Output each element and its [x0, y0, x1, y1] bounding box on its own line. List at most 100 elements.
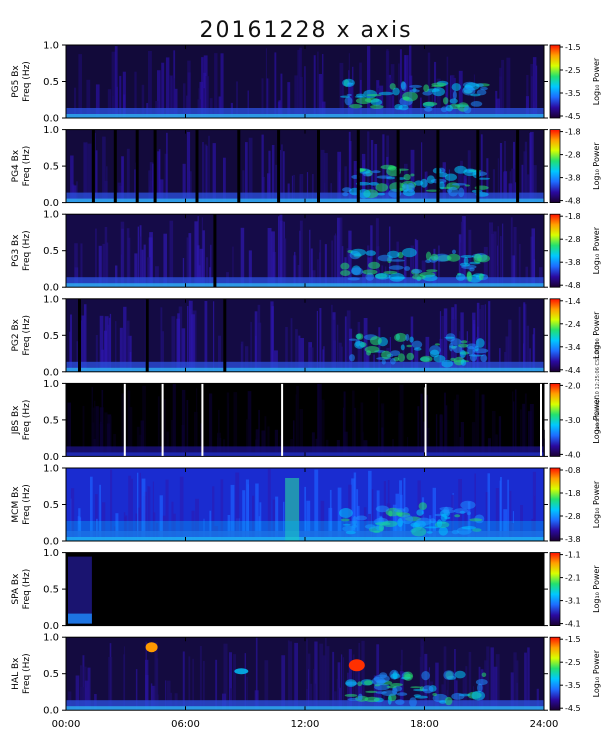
colorbar-tick-label: -1.1	[565, 551, 581, 560]
x-tick-label: 00:00	[52, 719, 81, 730]
marker-line	[123, 383, 126, 457]
colorbar-label: Log₁₀ Power	[592, 480, 601, 528]
y-tick-label: 0.0	[43, 283, 59, 294]
colorbar	[549, 44, 561, 119]
panel-pg5: 0.0 0.5 1.0 PG5 Bx Freq (Hz) -1.5 -2.5 -3.5 -4.5…	[11, 41, 601, 125]
colorbar-tick-label: -3.8	[565, 174, 581, 183]
colorbar-tick-label: -3.0	[565, 416, 581, 425]
marker-line	[540, 383, 542, 457]
data-gap	[277, 129, 281, 203]
data-gap	[237, 129, 241, 203]
colorbar-label: Log₁₀ Power	[592, 311, 601, 359]
panel-jbs: 0.0 0.5 1.0 JBS Bx Freq (Hz) -2.0 -3.0 -4.0 Log₁…	[11, 379, 601, 463]
colorbar-label: Log₁₀ Power	[592, 395, 601, 443]
y-tick-label: 1.0	[43, 633, 59, 644]
y-tick-label: 0.0	[43, 452, 59, 463]
colorbar-tick-label: -4.8	[565, 197, 581, 206]
colorbar-tick-label: -3.8	[565, 258, 581, 267]
data-gap	[476, 129, 480, 203]
y-tick-label: 0.5	[43, 415, 59, 426]
colorbar-tick-label: -3.4	[565, 343, 581, 352]
colorbar-label: Log₁₀ Power	[592, 142, 601, 190]
x-tick-label: 06:00	[171, 719, 200, 730]
y-label-freq: Freq (Hz)	[22, 400, 32, 441]
colorbar-tick-label: -1.5	[565, 43, 581, 52]
y-label-station: HAL Bx	[11, 657, 21, 690]
colorbar	[549, 552, 561, 626]
colorbar-tick-label: -4.4	[565, 366, 581, 375]
y-tick-label: 0.0	[43, 537, 59, 548]
colorbar	[549, 213, 561, 288]
y-label-freq: Freq (Hz)	[22, 484, 32, 525]
colorbar-label: Log₁₀ Power	[592, 649, 601, 697]
colorbar	[549, 298, 561, 373]
y-tick-label: 1.0	[43, 210, 59, 221]
y-tick-label: 1.0	[43, 41, 59, 52]
colorbar-tick-label: -2.4	[565, 320, 581, 329]
colorbar-tick-label: -4.8	[565, 281, 581, 290]
colorbar-tick-label: -3.5	[565, 89, 581, 98]
data-gap	[213, 214, 217, 288]
x-tick-label: 12:00	[291, 719, 320, 730]
colorbar-tick-label: -2.8	[565, 512, 581, 521]
colorbar-tick-label: -1.8	[565, 489, 581, 498]
panel-pg2: 0.0 0.5 1.0 PG2 Bx Freq (Hz) -1.4 -2.4 -3.4 -4.4…	[11, 294, 601, 378]
colorbar-tick-label: -1.5	[565, 635, 581, 644]
y-label-freq: Freq (Hz)	[22, 315, 32, 356]
colorbar-tick-label: -0.8	[565, 466, 581, 475]
colorbar-label: Log₁₀ Power	[592, 57, 601, 105]
colorbar-label: Log₁₀ Power	[592, 226, 601, 274]
colorbar-tick-label: -1.8	[565, 212, 581, 221]
panel-spa: 0.0 0.5 1.0 SPA Bx Freq (Hz) -1.1 -2.1 -3.1 -4.1…	[11, 548, 601, 632]
y-label-freq: Freq (Hz)	[22, 569, 32, 610]
colorbar	[549, 129, 561, 204]
colorbar-tick-label: -2.8	[565, 151, 581, 160]
colorbar-tick-label: -2.5	[565, 66, 581, 75]
x-tick-label: 24:00	[530, 719, 559, 730]
y-label-freq: Freq (Hz)	[22, 146, 32, 187]
colorbar-tick-label: -1.4	[565, 297, 581, 306]
data-gap	[356, 129, 360, 203]
panel-hal: 0.0 0.5 1.0 HAL Bx Freq (Hz) -1.5 -2.5 -3.5 -4.5…	[11, 633, 601, 731]
colorbar-tick-label: -4.5	[565, 704, 581, 713]
y-tick-label: 0.5	[43, 331, 59, 342]
marker-line	[281, 383, 284, 457]
y-tick-label: 1.0	[43, 464, 59, 475]
y-tick-label: 0.0	[43, 621, 59, 632]
y-tick-label: 0.0	[43, 706, 59, 717]
y-tick-label: 0.5	[43, 77, 59, 88]
y-tick-label: 0.5	[43, 162, 59, 173]
data-gap	[135, 129, 139, 203]
panel-mcm: 0.0 0.5 1.0 MCM Bx Freq (Hz) -0.8 -1.8 -2.8 -3.8…	[11, 464, 601, 548]
panel-background	[66, 637, 544, 711]
y-label-station: MCM Bx	[11, 486, 21, 523]
y-label-station: JBS Bx	[11, 405, 21, 435]
panel-pg4: 0.0 0.5 1.0 PG4 Bx Freq (Hz) -1.8 -2.8 -3.8 -4.8…	[11, 125, 601, 209]
colorbar-tick-label: -2.0	[565, 381, 581, 390]
y-tick-label: 0.5	[43, 246, 59, 257]
colorbar-tick-label: -2.1	[565, 574, 581, 583]
data-gap	[113, 129, 117, 203]
data-gap	[153, 129, 157, 203]
y-tick-label: 0.0	[43, 367, 59, 378]
data-gap	[436, 129, 440, 203]
y-label-station: PG3 Bx	[11, 234, 21, 267]
colorbar-tick-label: -2.5	[565, 658, 581, 667]
y-tick-label: 0.5	[43, 500, 59, 511]
data-gap	[145, 298, 149, 372]
colorbar	[549, 636, 561, 711]
colorbar	[549, 467, 561, 542]
y-label-freq: Freq (Hz)	[22, 61, 32, 102]
colorbar-tick-label: -3.1	[565, 597, 581, 606]
y-tick-label: 1.0	[43, 294, 59, 305]
data-gap	[195, 129, 199, 203]
colorbar-tick-label: -4.0	[565, 450, 581, 459]
colorbar-tick-label: -4.1	[565, 620, 581, 629]
data-gap	[396, 129, 400, 203]
y-label-station: PG5 Bx	[11, 65, 21, 98]
marker-line	[424, 383, 427, 457]
colorbar	[549, 382, 561, 457]
y-tick-label: 1.0	[43, 379, 59, 390]
data-gap	[223, 298, 227, 372]
